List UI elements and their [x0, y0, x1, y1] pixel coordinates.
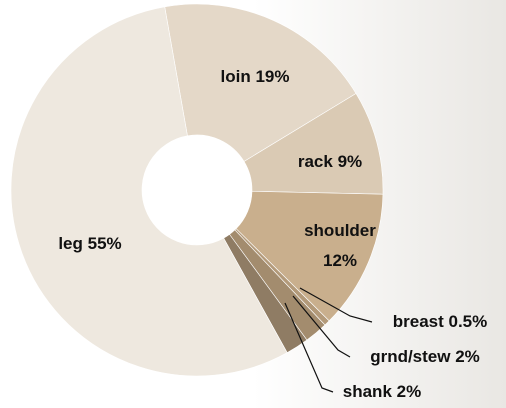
value-label: 2%: [397, 382, 422, 401]
value-label: 0.5%: [449, 312, 488, 331]
leader-line: [299, 287, 373, 323]
leader-line: [284, 302, 334, 393]
data-label: leg 55%: [58, 234, 121, 253]
category-label: leg: [58, 234, 83, 253]
data-label: grnd/stew 2%: [370, 347, 480, 366]
category-label: shank: [343, 382, 393, 401]
slice: [235, 190, 384, 322]
category-label: shoulder: [304, 221, 376, 240]
leader-line: [292, 295, 351, 358]
category-label: rack: [298, 152, 334, 171]
category-label: grnd/stew: [370, 347, 451, 366]
slices: [10, 3, 384, 377]
slice: [10, 6, 288, 377]
data-label: rack 9%: [298, 152, 362, 171]
data-label: loin 19%: [221, 67, 290, 86]
data-label: breast 0.5%: [393, 312, 488, 331]
data-label: shoulder 12%: [304, 221, 376, 270]
category-label: loin: [221, 67, 251, 86]
data-label: shank 2%: [343, 382, 421, 401]
value-label: 55%: [88, 234, 122, 253]
slice: [164, 3, 357, 162]
value-label: 19%: [255, 67, 289, 86]
value-label: 2%: [455, 347, 480, 366]
category-label: breast: [393, 312, 444, 331]
value-label: 9%: [338, 152, 363, 171]
labels: loin 19% rack 9% shoulder 12% breast 0.5% grn…: [58, 67, 487, 401]
value-label: 12%: [323, 251, 357, 270]
